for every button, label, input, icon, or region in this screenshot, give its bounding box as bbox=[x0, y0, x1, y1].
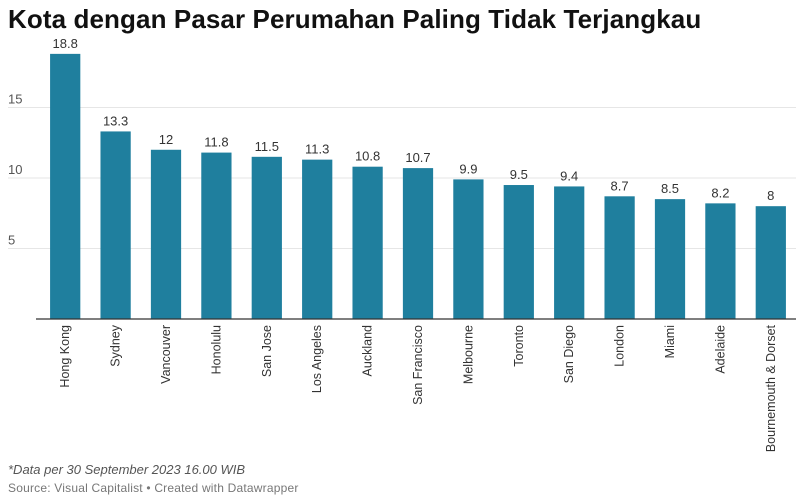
x-tick-label: Vancouver bbox=[159, 325, 173, 384]
x-tick-label: Auckland bbox=[361, 325, 375, 376]
value-label: 12 bbox=[159, 132, 173, 147]
bar bbox=[453, 179, 484, 319]
bar bbox=[554, 186, 585, 319]
bar bbox=[352, 166, 383, 319]
bar bbox=[705, 203, 736, 319]
value-labels: 18.8 13.3 12 11.8 11.5 11.3 10.8 10.7 9.9 9.5 9.4 8… bbox=[53, 36, 775, 203]
bar bbox=[50, 53, 81, 319]
value-label: 11.8 bbox=[204, 135, 228, 150]
x-tick-label: Miami bbox=[663, 325, 677, 358]
bar bbox=[302, 159, 333, 319]
footnote: *Data per 30 September 2023 16.00 WIB bbox=[8, 462, 246, 477]
value-label: 9.9 bbox=[459, 161, 477, 176]
y-axis-ticks: 5 10 15 bbox=[8, 91, 22, 247]
bar bbox=[100, 131, 131, 319]
x-axis-ticks: Hong Kong Sydney Vancouver Honolulu San Jose… bbox=[58, 324, 778, 452]
value-label: 9.5 bbox=[510, 167, 528, 182]
value-label: 13.3 bbox=[103, 113, 128, 128]
x-tick-label: Los Angeles bbox=[310, 325, 324, 393]
chart-title: Kota dengan Pasar Perumahan Paling Tidak… bbox=[8, 4, 702, 34]
x-tick-label: Bournemouth & Dorset bbox=[764, 324, 778, 452]
bar bbox=[201, 152, 232, 319]
y-tick-label: 15 bbox=[8, 91, 22, 106]
value-label: 10.8 bbox=[355, 149, 380, 164]
value-label: 8.7 bbox=[611, 178, 629, 193]
x-tick-label: San Jose bbox=[260, 325, 274, 377]
source-credit: Source: Visual Capitalist • Created with… bbox=[8, 481, 299, 495]
bars bbox=[50, 53, 786, 319]
bar bbox=[503, 185, 534, 319]
value-label: 11.5 bbox=[255, 139, 279, 154]
bar bbox=[251, 156, 282, 319]
x-tick-label: Hong Kong bbox=[58, 325, 72, 388]
bar bbox=[654, 199, 686, 319]
y-tick-label: 10 bbox=[8, 162, 22, 177]
x-tick-label: Honolulu bbox=[209, 325, 223, 374]
value-label: 9.4 bbox=[560, 168, 578, 183]
x-tick-label: Melbourne bbox=[461, 325, 475, 384]
y-tick-label: 5 bbox=[8, 232, 15, 247]
x-tick-label: Sydney bbox=[109, 324, 123, 366]
bar bbox=[402, 168, 434, 319]
value-label: 10.7 bbox=[405, 150, 430, 165]
x-tick-label: San Diego bbox=[562, 325, 576, 383]
value-label: 8.2 bbox=[711, 185, 729, 200]
bar bbox=[604, 196, 635, 319]
x-tick-label: Toronto bbox=[512, 325, 526, 367]
value-label: 8.5 bbox=[661, 181, 679, 196]
x-tick-label: London bbox=[613, 325, 627, 367]
value-label: 18.8 bbox=[53, 36, 78, 51]
bar bbox=[755, 206, 786, 319]
value-label: 8 bbox=[767, 188, 774, 203]
bar bbox=[150, 149, 182, 319]
x-tick-label: Adelaide bbox=[713, 325, 727, 374]
x-tick-label: San Francisco bbox=[411, 325, 425, 405]
value-label: 11.3 bbox=[305, 142, 329, 157]
